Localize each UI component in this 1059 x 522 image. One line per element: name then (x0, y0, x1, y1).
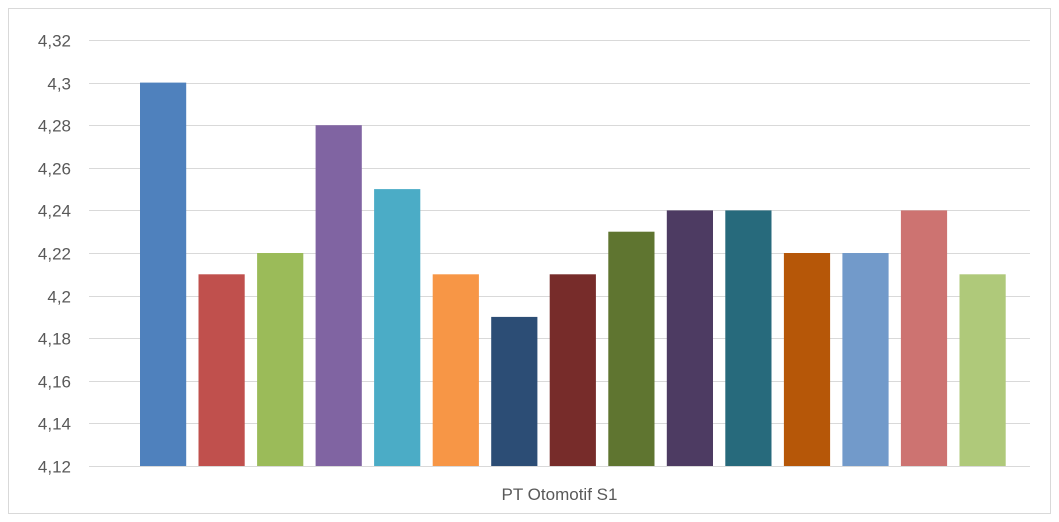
y-tick-label: 4,26 (38, 160, 71, 179)
y-tick-label: 4,32 (38, 32, 71, 51)
bar (315, 125, 362, 466)
y-tick-label: 4,2 (47, 288, 71, 307)
y-tick-label: 4,18 (38, 330, 71, 349)
bar (257, 253, 304, 466)
bar (725, 210, 772, 466)
category-labels: PT Otomotif S1 (502, 485, 618, 504)
bar (549, 274, 596, 466)
y-tick-label: 4,3 (47, 75, 71, 94)
bar (608, 231, 655, 466)
bar (842, 253, 889, 466)
bar (374, 189, 421, 466)
bar (432, 274, 479, 466)
bar (491, 316, 538, 466)
bar (959, 274, 1006, 466)
bar (900, 210, 948, 466)
y-tick-label: 4,12 (38, 458, 71, 477)
y-tick-label: 4,24 (38, 202, 71, 221)
bar (783, 253, 831, 466)
bar (140, 82, 187, 466)
y-axis-ticks: 4,12 4,14 4,16 4,18 4,2 4,22 4,24 4,26 4,28 4,3 4,… (38, 32, 71, 477)
y-tick-label: 4,28 (38, 117, 71, 136)
bar (198, 274, 245, 466)
y-tick-label: 4,14 (38, 415, 71, 434)
x-category-label: PT Otomotif S1 (502, 485, 618, 504)
y-tick-label: 4,22 (38, 245, 71, 264)
bar (666, 210, 713, 466)
bars (140, 82, 1006, 466)
y-tick-label: 4,16 (38, 373, 71, 392)
